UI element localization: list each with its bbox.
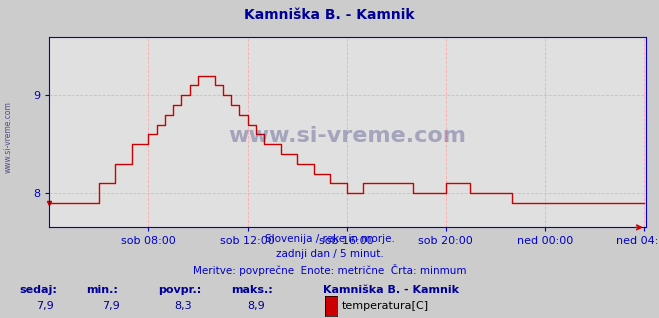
Text: 8,3: 8,3 (175, 301, 192, 310)
Text: Kamniška B. - Kamnik: Kamniška B. - Kamnik (244, 8, 415, 22)
Text: povpr.:: povpr.: (158, 285, 202, 294)
Text: maks.:: maks.: (231, 285, 272, 294)
Text: temperatura[C]: temperatura[C] (341, 301, 428, 310)
Text: www.si-vreme.com: www.si-vreme.com (229, 126, 467, 146)
Text: 7,9: 7,9 (102, 301, 120, 310)
Text: 7,9: 7,9 (36, 301, 54, 310)
Text: 8,9: 8,9 (247, 301, 265, 310)
Text: zadnji dan / 5 minut.: zadnji dan / 5 minut. (275, 249, 384, 259)
Text: sedaj:: sedaj: (20, 285, 57, 294)
Text: min.:: min.: (86, 285, 117, 294)
Text: Slovenija / reke in morje.: Slovenija / reke in morje. (264, 234, 395, 244)
Text: Kamniška B. - Kamnik: Kamniška B. - Kamnik (323, 285, 459, 294)
Text: Meritve: povprečne  Enote: metrične  Črta: minmum: Meritve: povprečne Enote: metrične Črta:… (192, 264, 467, 276)
Text: www.si-vreme.com: www.si-vreme.com (3, 101, 13, 173)
